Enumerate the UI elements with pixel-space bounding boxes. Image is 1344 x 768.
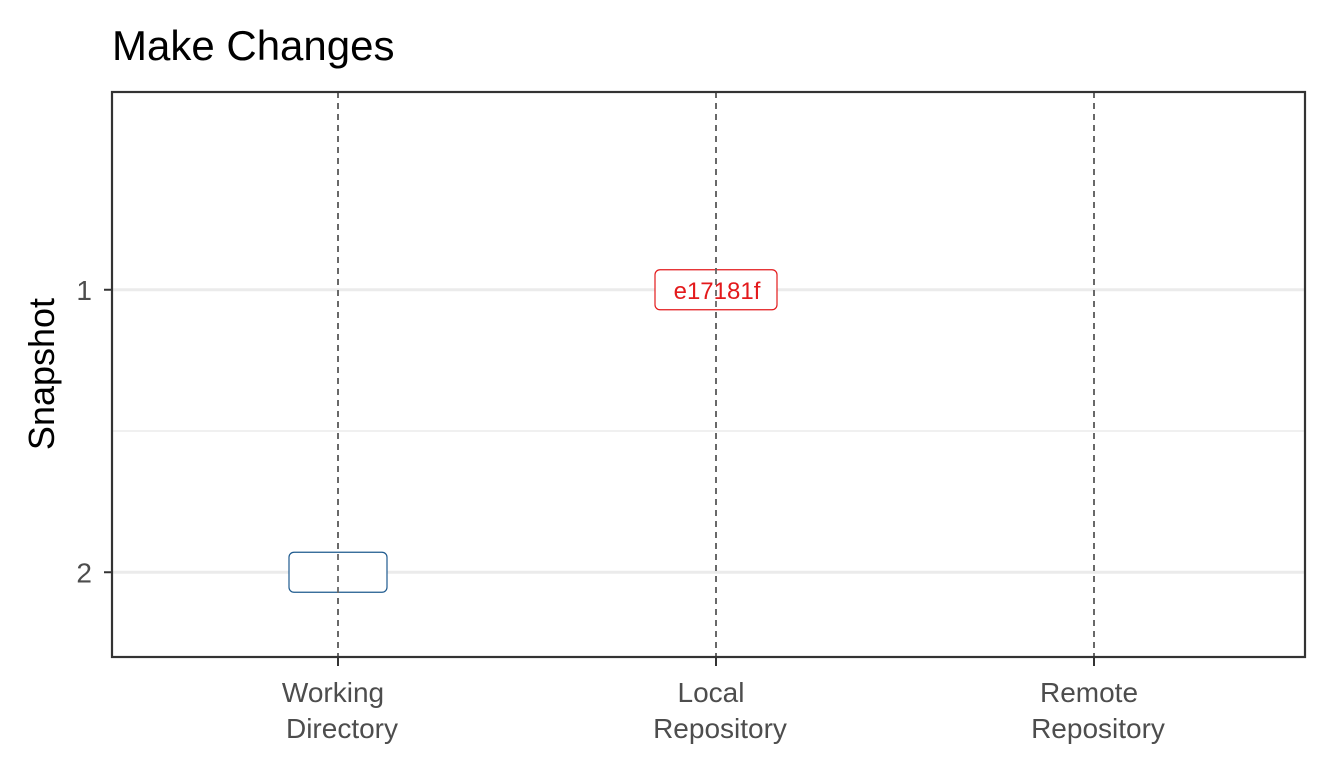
x-tick-label: Working Directory	[282, 677, 398, 744]
y-tick-label: 2	[76, 557, 92, 588]
axes: 1 2 Working Directory Local Repository Remote R…	[76, 90, 1307, 744]
panel-border	[110, 90, 1307, 659]
y-tick-label: 1	[76, 275, 92, 306]
x-tick-label: Local Repository	[653, 677, 787, 744]
x-tick-label: Remote Repository	[1031, 677, 1165, 744]
commit-label: e17181f	[674, 278, 761, 305]
chart-title: Make Changes	[112, 22, 395, 69]
data-points: e17181f	[288, 92, 1095, 657]
y-axis-label: Snapshot	[21, 298, 62, 450]
grid	[112, 288, 1305, 574]
